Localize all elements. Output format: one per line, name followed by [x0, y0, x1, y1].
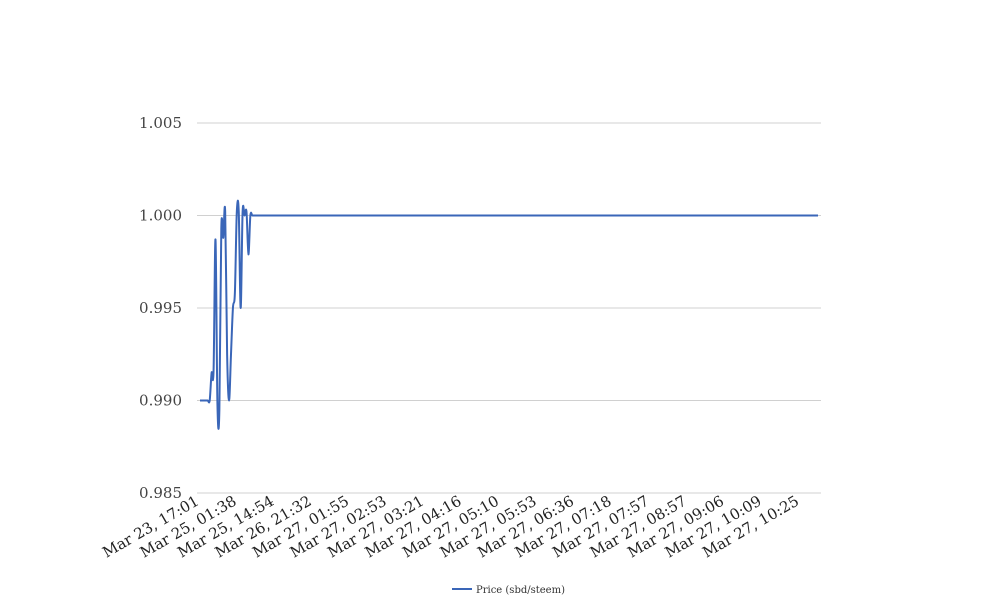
y-tick-label: 1.000 — [139, 207, 182, 225]
y-axis-ticks: 0.985 0.990 0.995 1.000 1.005 — [139, 114, 182, 502]
y-tick-label: 0.995 — [139, 299, 182, 317]
legend[interactable]: Price (sbd/steem) — [452, 585, 565, 596]
legend-label: Price (sbd/steem) — [476, 585, 565, 596]
y-tick-label: 0.985 — [139, 484, 182, 502]
y-tick-label: 1.005 — [139, 114, 182, 132]
y-tick-label: 0.990 — [139, 392, 182, 410]
series-line-price[interactable] — [199, 199, 818, 430]
gridlines — [197, 122, 821, 494]
series-layer — [199, 199, 818, 430]
